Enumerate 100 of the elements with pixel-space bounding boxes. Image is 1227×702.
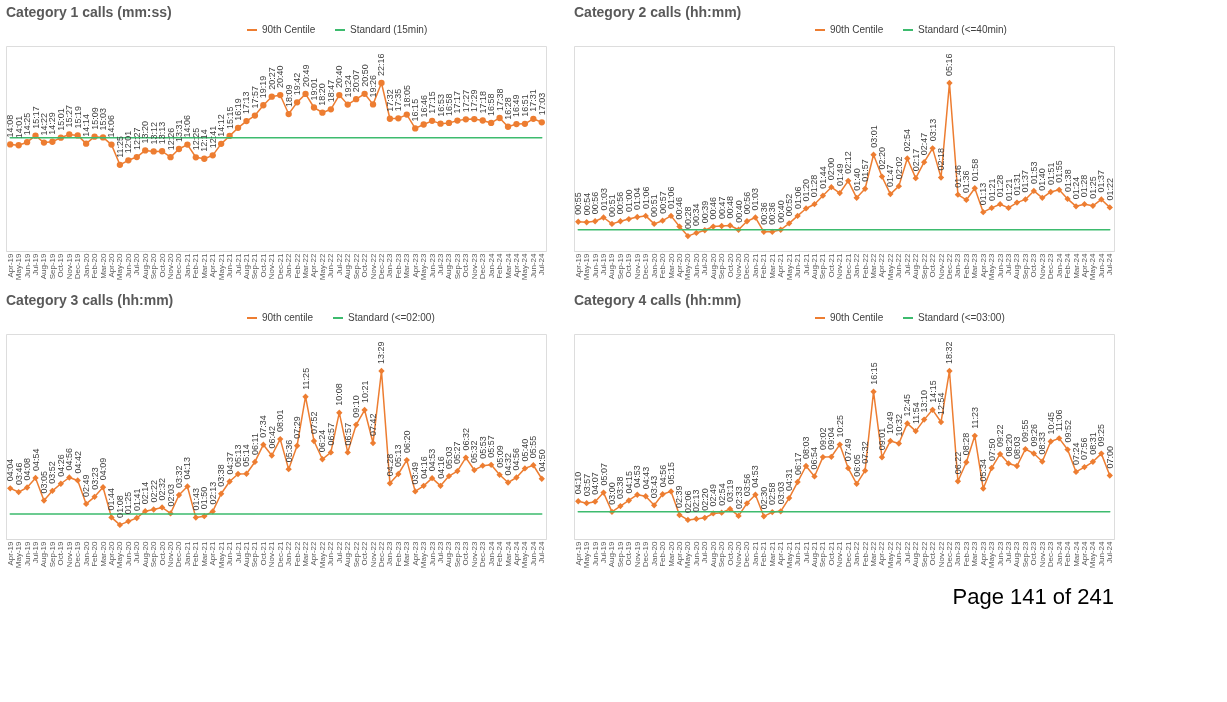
x-tick-label: Aug-23 bbox=[1012, 540, 1022, 568]
data-label: 14:06 bbox=[106, 115, 117, 138]
x-tick-label: Mar-22 bbox=[301, 540, 311, 567]
data-label: 11:06 bbox=[1054, 409, 1065, 432]
data-label: 01:51 bbox=[1045, 162, 1056, 185]
x-tick-label: Apr-22 bbox=[877, 252, 887, 278]
data-label: 05:36 bbox=[283, 439, 294, 463]
x-tick-label: Jul-24 bbox=[1105, 540, 1115, 564]
x-tick-label: Nov-21 bbox=[835, 540, 845, 568]
data-label: 02:03 bbox=[165, 483, 176, 507]
x-tick-label: Nov-23 bbox=[469, 540, 479, 568]
x-tick-label: Nov-20 bbox=[734, 540, 744, 568]
x-tick-label: Jan-22 bbox=[852, 540, 862, 566]
data-label: 05:13 bbox=[233, 444, 244, 467]
x-tick-label: Feb-21 bbox=[191, 540, 201, 567]
x-tick-label: Jun-22 bbox=[894, 540, 904, 566]
data-label: 03:57 bbox=[581, 473, 592, 497]
x-tick-label: Jul-20 bbox=[700, 540, 710, 564]
x-tick-label: Feb-20 bbox=[90, 540, 100, 567]
data-label: 04:15 bbox=[623, 470, 634, 494]
legend-label: Standard (<=03:00) bbox=[918, 312, 1005, 323]
data-label: 04:16 bbox=[418, 456, 429, 479]
data-label: 11:25 bbox=[114, 135, 125, 158]
x-tick-label: Nov-22 bbox=[368, 252, 378, 280]
data-label: 02:30 bbox=[758, 486, 769, 510]
data-label: 00:51 bbox=[649, 194, 660, 217]
data-label: 17:03 bbox=[536, 92, 547, 116]
data-label: 01:46 bbox=[952, 165, 963, 188]
x-tick-label: Apr-24 bbox=[511, 540, 521, 566]
x-tick-label: Oct-22 bbox=[360, 252, 370, 278]
x-tick-label: Jul-19 bbox=[599, 252, 609, 276]
x-tick-label: Mar-21 bbox=[199, 540, 209, 567]
x-tick-label: Nov-22 bbox=[936, 540, 946, 568]
x-tick-label: Oct-21 bbox=[258, 540, 268, 566]
x-tick-label: Nov-21 bbox=[267, 252, 277, 280]
x-tick-label: Mar-22 bbox=[301, 252, 311, 279]
x-tick-label: Jun-20 bbox=[691, 540, 701, 566]
x-tick-label: Nov-22 bbox=[368, 540, 378, 568]
data-label: 04:43 bbox=[640, 466, 651, 490]
data-label: 01:49 bbox=[834, 163, 845, 187]
data-label: 02:47 bbox=[919, 132, 930, 156]
x-tick-label: Sep-19 bbox=[47, 540, 57, 568]
data-label: 01:55 bbox=[1054, 160, 1065, 183]
x-tick-label: Jan-24 bbox=[486, 540, 496, 566]
x-tick-label: May-24 bbox=[520, 252, 530, 281]
data-label: 02:20 bbox=[876, 147, 887, 170]
data-label: 17:38 bbox=[494, 88, 505, 111]
data-label: 01:28 bbox=[995, 174, 1006, 198]
x-tick-label: Apr-22 bbox=[877, 540, 887, 566]
legend-label: Standard (15min) bbox=[350, 24, 428, 35]
x-tick-label: Dec-21 bbox=[843, 252, 853, 280]
data-label: 03:52 bbox=[47, 461, 58, 484]
data-label: 16:15 bbox=[410, 98, 421, 122]
x-tick-label: Aug-19 bbox=[607, 252, 617, 280]
x-tick-label: Jun-23 bbox=[427, 252, 437, 278]
data-label: 07:49 bbox=[843, 438, 854, 462]
x-tick-label: Jun-22 bbox=[326, 252, 336, 278]
x-tick-label: Feb-20 bbox=[658, 540, 668, 567]
x-tick-label: Jan-22 bbox=[284, 252, 294, 278]
data-label: 03:23 bbox=[89, 467, 100, 490]
x-tick-label: Sep-21 bbox=[250, 540, 260, 568]
data-label: 06:17 bbox=[792, 452, 803, 476]
data-label: 09:25 bbox=[1096, 424, 1107, 447]
x-tick-label: Jun-23 bbox=[995, 540, 1005, 566]
x-tick-label: Jan-21 bbox=[182, 252, 192, 278]
data-label: 07:00 bbox=[1104, 446, 1115, 469]
data-label: 06:05 bbox=[851, 454, 862, 477]
x-tick-label: Mar-23 bbox=[402, 540, 412, 567]
x-tick-label: Mar-22 bbox=[869, 252, 879, 279]
data-label: 17:15 bbox=[427, 91, 438, 114]
x-tick-label: Aug-19 bbox=[39, 252, 49, 280]
x-tick-label: Jun-20 bbox=[123, 540, 133, 566]
x-tick-label: Feb-20 bbox=[658, 252, 668, 279]
x-tick-label: May-21 bbox=[784, 252, 794, 281]
data-label: 10:32 bbox=[893, 413, 904, 437]
data-label: 00:56 bbox=[615, 191, 626, 215]
x-tick-label: Aug-20 bbox=[140, 252, 150, 280]
data-label: 01:13 bbox=[978, 182, 989, 206]
x-tick-label: Mar-24 bbox=[1071, 540, 1081, 567]
data-label: 18:20 bbox=[317, 83, 328, 106]
data-label: 15:15 bbox=[224, 106, 235, 129]
x-tick-label: Jul-19 bbox=[31, 540, 41, 564]
x-tick-label: Nov-23 bbox=[1037, 540, 1047, 568]
data-label: 02:13 bbox=[207, 481, 218, 505]
x-tick-label: Mar-20 bbox=[666, 252, 676, 279]
x-tick-label: Jun-21 bbox=[225, 252, 235, 278]
data-label: 03:46 bbox=[13, 462, 24, 486]
x-tick-label: May-19 bbox=[14, 540, 24, 569]
x-tick-label: Mar-20 bbox=[98, 540, 108, 567]
x-tick-label: Jun-19 bbox=[22, 540, 32, 566]
data-label: 05:34 bbox=[978, 459, 989, 482]
legend-label: 90th Centile bbox=[830, 24, 884, 35]
data-label: 16:46 bbox=[418, 94, 429, 118]
x-tick-label: Jul-21 bbox=[233, 540, 243, 564]
data-label: 00:36 bbox=[758, 202, 769, 225]
data-label: 08:31 bbox=[1087, 432, 1098, 455]
x-tick-label: Jun-22 bbox=[326, 540, 336, 566]
x-tick-label: Jun-24 bbox=[528, 540, 538, 566]
x-tick-label: Apr-23 bbox=[978, 252, 988, 278]
data-label: 12:14 bbox=[199, 129, 210, 152]
